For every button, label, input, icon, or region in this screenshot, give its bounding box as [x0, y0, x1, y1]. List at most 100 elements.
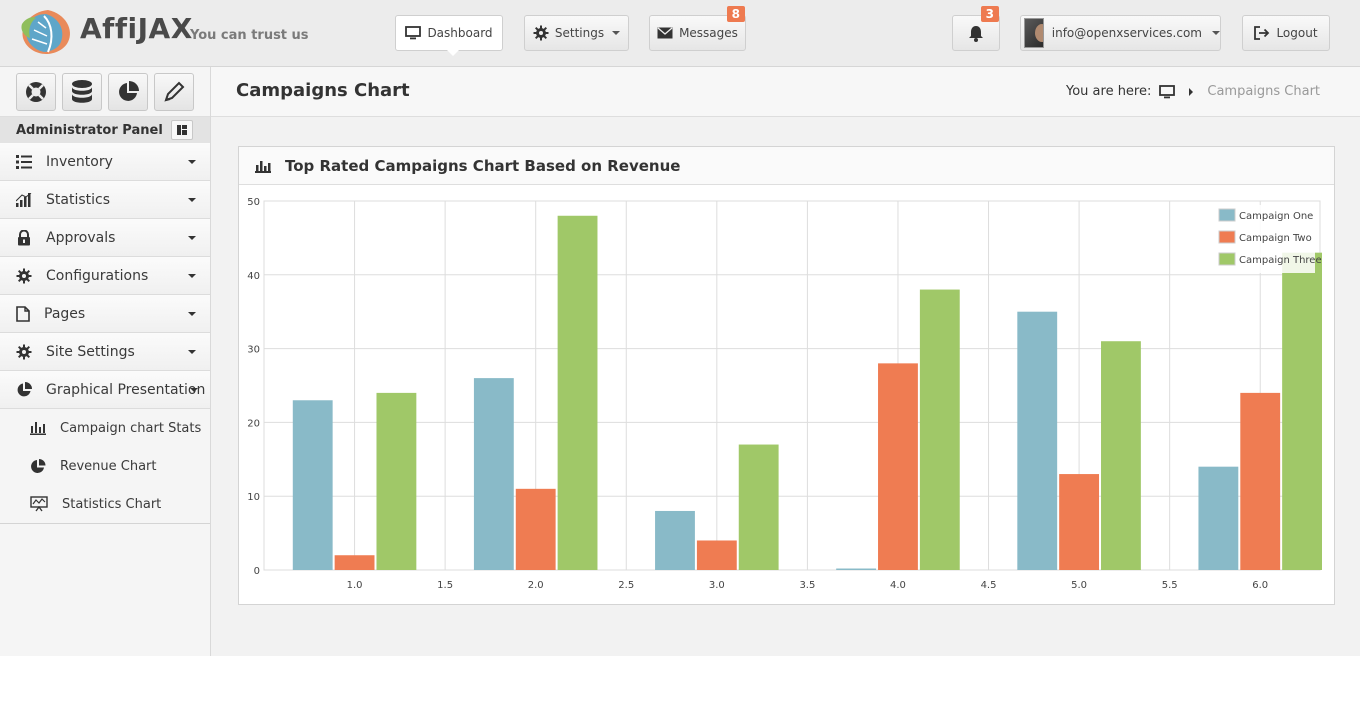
logo-icon — [21, 10, 70, 54]
bar — [473, 378, 514, 570]
chart-shortcut-button[interactable] — [108, 73, 148, 111]
user-menu-button[interactable]: info@openxservices.com — [1020, 15, 1221, 51]
sidebar-item-graphical-presentation[interactable]: Graphical Presentation — [0, 371, 210, 409]
signal-icon — [16, 192, 32, 207]
bar — [1198, 466, 1239, 570]
settings-button[interactable]: Settings — [524, 15, 629, 51]
x-tick-label: 4.5 — [981, 580, 997, 591]
monitor-icon — [405, 26, 422, 40]
x-tick-label: 2.5 — [618, 580, 634, 591]
plot-area — [263, 200, 1321, 571]
panel-toggle-button[interactable] — [171, 120, 193, 140]
legend-label: Campaign One — [1239, 211, 1313, 222]
bar — [1059, 474, 1100, 570]
database-icon — [72, 80, 92, 103]
chevron-down-icon — [188, 312, 196, 316]
page-title: Campaigns Chart — [236, 80, 410, 101]
sidebar-item-label: Approvals — [46, 229, 116, 246]
chevron-down-icon — [612, 31, 621, 35]
dashboard-label: Dashboard — [427, 26, 493, 40]
logout-button[interactable]: Logout — [1242, 15, 1330, 51]
panel-header: Administrator Panel — [0, 117, 210, 143]
bar — [515, 488, 556, 570]
sidebar-item-site-settings[interactable]: Site Settings — [0, 333, 210, 371]
sidebar-item-label: Inventory — [46, 153, 113, 170]
sidebar-shortcuts — [0, 67, 210, 117]
bar — [292, 400, 333, 570]
x-tick-label: 3.0 — [709, 580, 725, 591]
sidebar-submenu: Campaign chart Stats Revenue Chart Stati… — [0, 409, 210, 524]
notifications-button[interactable]: 3 — [952, 6, 1000, 51]
notifications-count-badge: 3 — [980, 6, 999, 22]
file-icon — [16, 305, 30, 322]
bar — [655, 510, 695, 570]
bar — [738, 444, 779, 570]
page-header: Campaigns Chart You are here: Campaigns … — [211, 67, 1360, 117]
settings-label: Settings — [554, 26, 605, 40]
sidebar-subitem-campaign-chart-stats[interactable]: Campaign chart Stats — [0, 409, 210, 447]
bar — [1240, 392, 1281, 570]
sidebar-item-inventory[interactable]: Inventory — [0, 143, 210, 181]
y-tick-label: 30 — [247, 345, 260, 356]
bar — [696, 540, 737, 570]
brand-name[interactable]: AffiJAX — [80, 12, 193, 45]
x-tick-label: 4.0 — [890, 580, 906, 591]
sidebar-item-approvals[interactable]: Approvals — [0, 219, 210, 257]
messages-button[interactable]: Messages 8 — [649, 6, 746, 51]
chart-card-header: Top Rated Campaigns Chart Based on Reven… — [239, 147, 1334, 185]
legend-label: Campaign Three — [1239, 255, 1322, 266]
chevron-down-icon — [188, 236, 196, 240]
bar — [334, 555, 375, 570]
lock-icon — [18, 229, 30, 245]
x-tick-label: 2.0 — [528, 580, 544, 591]
messages-label: Messages — [679, 26, 738, 40]
bar — [557, 215, 598, 570]
sidebar-subitem-revenue-chart[interactable]: Revenue Chart — [0, 447, 210, 485]
breadcrumb: You are here: Campaigns Chart — [1066, 84, 1320, 99]
support-shortcut-button[interactable] — [16, 73, 56, 111]
x-tick-label: 1.5 — [437, 580, 453, 591]
database-shortcut-button[interactable] — [62, 73, 102, 111]
y-tick-label: 0 — [254, 566, 260, 577]
gear-icon — [16, 344, 32, 359]
sidebar-subitem-label: Campaign chart Stats — [60, 420, 202, 436]
sidebar-item-statistics[interactable]: Statistics — [0, 181, 210, 219]
x-tick-label: 6.0 — [1252, 580, 1268, 591]
list-icon — [16, 154, 32, 169]
chevron-down-icon — [188, 198, 196, 202]
app-window: AffiJAX You can trust us Dashboard Setti… — [0, 0, 1360, 656]
messages-count-badge: 8 — [726, 6, 745, 22]
panel-title: Administrator Panel — [16, 122, 163, 138]
bar — [376, 392, 417, 570]
bar — [836, 568, 877, 570]
breadcrumb-prefix: You are here: — [1066, 84, 1152, 99]
bar — [878, 363, 918, 570]
sidebar-item-configurations[interactable]: Configurations — [0, 257, 210, 295]
sidebar-item-label: Graphical Presentation — [46, 381, 206, 398]
y-tick-label: 10 — [247, 492, 260, 503]
gear-icon — [16, 268, 32, 283]
edit-shortcut-button[interactable] — [154, 73, 194, 111]
sidebar-item-label: Site Settings — [46, 343, 135, 360]
x-tick-label: 1.0 — [347, 580, 363, 591]
x-tick-label: 3.5 — [799, 580, 815, 591]
pie-chart-icon — [17, 381, 32, 396]
avatar — [1024, 18, 1044, 48]
sidebar-subitem-statistics-chart[interactable]: Statistics Chart — [0, 485, 210, 523]
sidebar-item-label: Configurations — [46, 267, 149, 284]
sidebar-item-pages[interactable]: Pages — [0, 295, 210, 333]
dashboard-button[interactable]: Dashboard — [395, 15, 503, 51]
sidebar-subitem-label: Statistics Chart — [62, 496, 162, 512]
chevron-down-icon — [188, 274, 196, 278]
bar — [919, 289, 960, 570]
layout-icon — [177, 125, 187, 135]
y-tick-label: 20 — [247, 418, 260, 429]
sidebar-subitem-label: Revenue Chart — [60, 458, 157, 474]
monitor-icon[interactable] — [1159, 84, 1176, 99]
chevron-right-icon — [1189, 87, 1194, 96]
lifebuoy-icon — [26, 82, 46, 102]
legend-swatch — [1218, 230, 1236, 244]
bell-icon — [969, 25, 983, 42]
legend-swatch — [1218, 252, 1236, 266]
y-tick-label: 50 — [247, 197, 260, 208]
